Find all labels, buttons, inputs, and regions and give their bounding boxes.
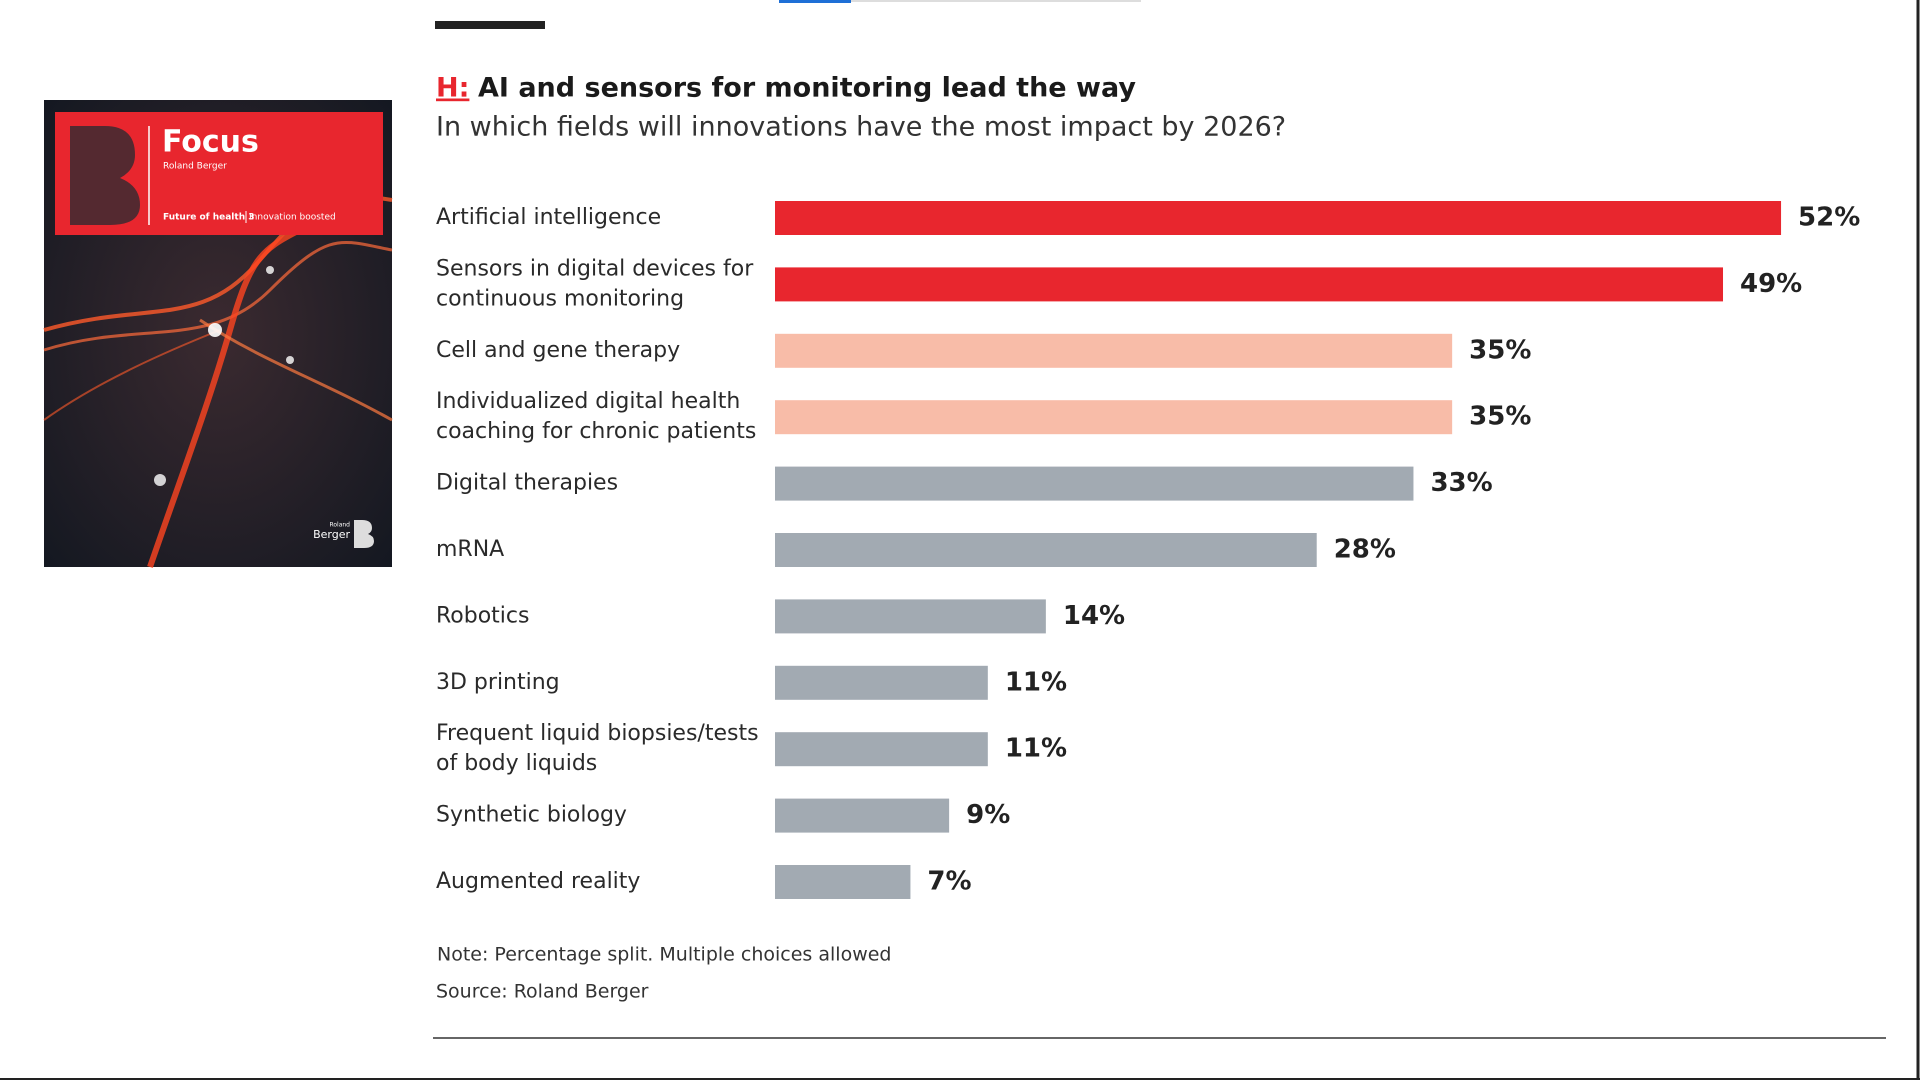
bar — [775, 333, 1453, 368]
cover-glow — [208, 323, 222, 337]
category-label: continuous monitoring — [436, 286, 684, 311]
cover-logo-mark — [354, 520, 374, 548]
value-label: 7% — [927, 867, 971, 897]
value-label: 35% — [1469, 335, 1531, 365]
category-label: Frequent liquid biopsies/tests — [436, 721, 759, 746]
bar — [775, 201, 1782, 235]
value-label: 14% — [1063, 601, 1125, 631]
value-label: 11% — [1005, 667, 1067, 697]
source: Source: Roland Berger — [436, 981, 649, 1003]
category-label: Synthetic biology — [436, 803, 627, 828]
category-label: Augmented reality — [436, 869, 640, 894]
header-rule — [435, 21, 545, 29]
bar — [775, 865, 911, 899]
value-label: 52% — [1798, 203, 1860, 233]
cover-title: Focus — [162, 125, 259, 160]
category-label: of body liquids — [436, 751, 597, 776]
cover-glow — [286, 356, 294, 364]
cover-logo-shape — [70, 126, 140, 225]
category-label: mRNA — [436, 537, 504, 562]
category-label: coaching for chronic patients — [436, 419, 756, 444]
category-label: Digital therapies — [436, 471, 618, 496]
category-label: 3D printing — [436, 670, 560, 695]
cover-issue: Innovation boosted — [249, 213, 336, 223]
category-label: Robotics — [436, 603, 529, 628]
bar — [775, 732, 988, 767]
bar — [775, 267, 1724, 302]
chart-subtitle: In which fields will innovations have th… — [436, 112, 1286, 143]
value-label: 28% — [1334, 535, 1396, 565]
cover-line — [199, 318, 393, 422]
chart-title: AI and sensors for monitoring lead the w… — [478, 73, 1136, 104]
note: Note: Percentage split. Multiple choices… — [437, 944, 891, 966]
cover-line — [43, 329, 221, 421]
category-label: Cell and gene therapy — [436, 338, 680, 363]
value-label: 9% — [966, 800, 1010, 830]
tab-track — [851, 0, 1141, 2]
value-label: 11% — [1005, 734, 1067, 764]
bar — [775, 533, 1317, 567]
cover-line — [43, 240, 393, 352]
category-label: Sensors in digital devices for — [436, 256, 754, 281]
cover-logo-top: Roland — [329, 522, 350, 529]
category-label: Individualized digital health — [436, 389, 740, 414]
cover-brand: Roland Berger — [163, 162, 227, 172]
tab-indicator — [779, 0, 851, 3]
value-label: 33% — [1430, 468, 1492, 498]
cover: Focus Roland Berger Future of health 3 I… — [43, 100, 393, 568]
cover-line — [147, 227, 302, 568]
cover-glow — [154, 474, 166, 486]
cover-series: Future of health 3 — [163, 213, 255, 223]
bar — [775, 599, 1046, 634]
category-label: Artificial intelligence — [436, 205, 661, 230]
value-label: 35% — [1469, 402, 1531, 432]
title-prefix: H: — [436, 73, 469, 104]
bar — [775, 466, 1414, 501]
cover-logo-bottom: Berger — [313, 528, 350, 541]
bar — [775, 400, 1453, 435]
cover-glow — [266, 266, 274, 274]
bar — [775, 798, 950, 833]
value-label: 49% — [1740, 269, 1802, 299]
bar — [775, 665, 988, 700]
